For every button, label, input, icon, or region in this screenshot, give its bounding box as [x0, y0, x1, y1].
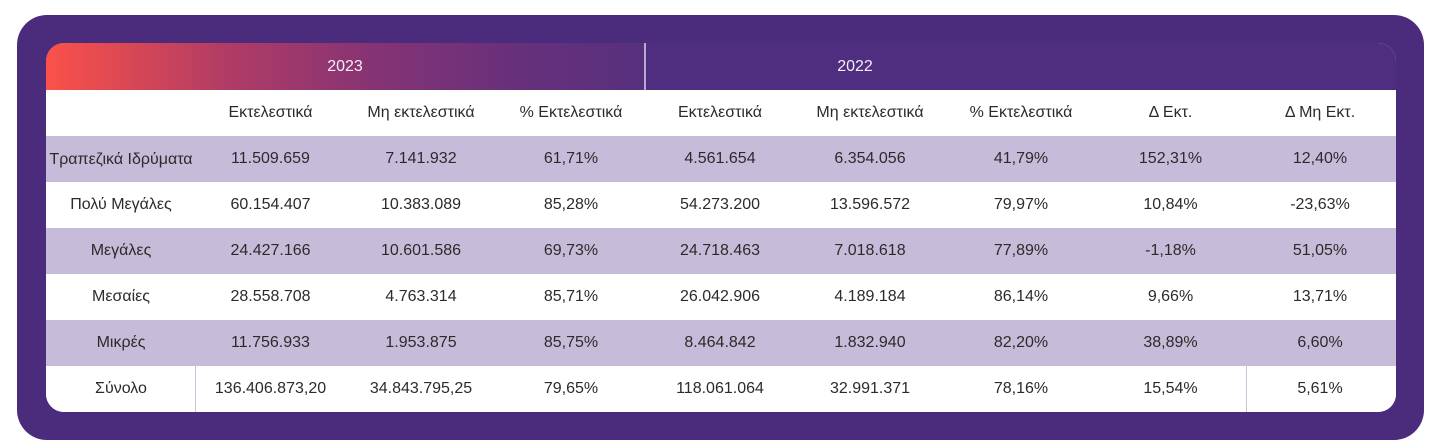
- table-cell: 79,97%: [993, 196, 1049, 213]
- data-table: 2023 2022 Εκτελεστικά Μη εκτελεστικά % Ε…: [46, 43, 1396, 412]
- table-cell: 86,14%: [993, 288, 1049, 305]
- row-label: Τραπεζικά Ιδρύματα: [49, 150, 193, 168]
- table-cell: 15,54%: [1143, 380, 1198, 397]
- table-cell: 79,65%: [543, 380, 599, 397]
- table-cell: 61,71%: [543, 150, 599, 167]
- table-cell: 5,61%: [1297, 380, 1343, 397]
- table-cell: 4.763.314: [385, 288, 457, 305]
- table-row: Τραπεζικά Ιδρύματα 11.509.659 7.141.932 …: [46, 136, 1396, 182]
- divider: [1246, 366, 1247, 412]
- divider: [195, 366, 196, 412]
- table-row: Μεγάλες 24.427.166 10.601.586 69,73% 24.…: [46, 228, 1396, 274]
- table-cell: 1.832.940: [834, 334, 906, 351]
- table-row: Πολύ Μεγάλες 60.154.407 10.383.089 85,28…: [46, 182, 1396, 228]
- table-cell: 7.141.932: [385, 150, 457, 167]
- table-cell: 32.991.371: [829, 380, 911, 397]
- column-header: Δ Εκτ.: [1148, 104, 1193, 121]
- year-header-row: 2023 2022: [46, 43, 1396, 90]
- column-header: Δ Μη Εκτ.: [1284, 104, 1356, 121]
- total-row: Σύνολο 136.406.873,20 34.843.795,25 79,6…: [46, 366, 1396, 412]
- table-cell: 85,28%: [543, 196, 599, 213]
- table-cell: 85,71%: [543, 288, 599, 305]
- table-cell: 6,60%: [1297, 334, 1343, 351]
- table-cell: 11.756.933: [231, 334, 310, 351]
- table-cell: 4.561.654: [684, 150, 756, 167]
- table-cell: 12,40%: [1292, 150, 1348, 167]
- table-cell: 10.383.089: [380, 196, 462, 213]
- column-header: Μη εκτελεστικά: [367, 104, 475, 121]
- table-cell: 38,89%: [1143, 334, 1198, 351]
- table-cell: -1,18%: [1145, 242, 1196, 259]
- table-cell: 77,89%: [993, 242, 1049, 259]
- table-cell: 13,71%: [1292, 288, 1348, 305]
- table-cell: 11.509.659: [231, 150, 310, 167]
- table-cell: 82,20%: [993, 334, 1049, 351]
- table-cell: 152,31%: [1138, 150, 1203, 167]
- column-header: Εκτελεστικά: [677, 104, 763, 121]
- table-cell: 34.843.795,25: [369, 380, 473, 397]
- table-cell: -23,63%: [1290, 196, 1350, 213]
- table-cell: 69,73%: [543, 242, 599, 259]
- row-label: Σύνολο: [95, 380, 147, 397]
- table-cell: 9,66%: [1147, 288, 1194, 305]
- column-header: % Εκτελεστικά: [969, 104, 1073, 121]
- table-cell: 136.406.873,20: [214, 380, 327, 397]
- column-header: Εκτελεστικά: [228, 104, 313, 121]
- table-cell: 41,79%: [993, 150, 1049, 167]
- table-cell: 28.558.708: [230, 288, 311, 305]
- year-2023-header: 2023: [46, 43, 644, 90]
- table-cell: 118.061.064: [676, 380, 764, 397]
- year-2022-header: 2022: [837, 57, 873, 75]
- table-cell: 54.273.200: [679, 196, 761, 213]
- table-cell: 8.464.842: [684, 334, 756, 351]
- table-cell: 24.427.166: [230, 242, 311, 259]
- table-cell: 10,84%: [1143, 196, 1198, 213]
- table-row: Μικρές 11.756.933 1.953.875 85,75% 8.464…: [46, 320, 1396, 366]
- table-cell: 1.953.875: [385, 334, 457, 351]
- column-header: Μη εκτελεστικά: [816, 104, 924, 121]
- table-cell: 60.154.407: [230, 196, 311, 213]
- table-cell: 13.596.572: [829, 196, 911, 213]
- table-cell: 85,75%: [543, 334, 599, 351]
- column-header-row: Εκτελεστικά Μη εκτελεστικά % Εκτελεστικά…: [46, 90, 1396, 136]
- year-divider: [644, 43, 646, 90]
- table-cell: 24.718.463: [679, 242, 761, 259]
- table-cell: 78,16%: [993, 380, 1049, 397]
- column-header: % Εκτελεστικά: [519, 104, 623, 121]
- column-header: [46, 90, 196, 136]
- table-cell: 51,05%: [1292, 242, 1348, 259]
- row-label: Μεσαίες: [92, 288, 150, 305]
- row-label: Πολύ Μεγάλες: [70, 196, 172, 213]
- table-cell: 7.018.618: [834, 242, 906, 259]
- table-cell: 6.354.056: [834, 150, 906, 167]
- table-cell: 4.189.184: [834, 288, 906, 305]
- row-label: Μικρές: [96, 334, 146, 351]
- table-cell: 26.042.906: [679, 288, 761, 305]
- table-cell: 10.601.586: [380, 242, 462, 259]
- row-label: Μεγάλες: [90, 242, 152, 259]
- table-row: Μεσαίες 28.558.708 4.763.314 85,71% 26.0…: [46, 274, 1396, 320]
